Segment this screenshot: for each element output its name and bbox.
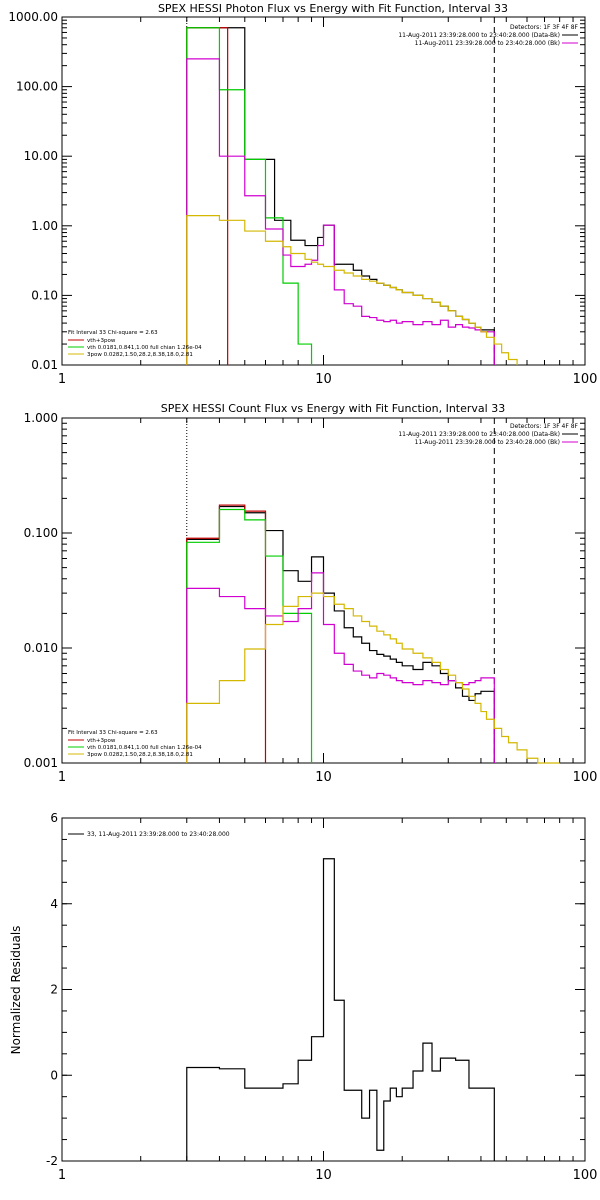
- legend-text: vth 0.0181,0.841,1.00 full chian 1.26e-0…: [87, 745, 202, 751]
- legend-bottom-left: Fit Interval 33 Chi-square = 2.63 vth+3p…: [68, 730, 202, 758]
- chart-title: SPEX HESSI Count Flux vs Energy with Fit…: [161, 402, 505, 415]
- series-line-yellow: [186, 592, 560, 764]
- x-tick-label: 10: [315, 770, 332, 785]
- legend-top-right: Detectors: 1F 3F 4F 8F 11-Aug-2011 23:39…: [398, 24, 578, 47]
- x-tick-label: 10: [315, 1168, 332, 1183]
- series-line-magenta: [186, 572, 495, 763]
- residuals-chart: 1 10 100 -2 0 2 4 6 Normalized Residuals 33, 11…: [9, 811, 597, 1183]
- legend-text: 3pow 0.0282,1.50,28.2,8.38,18.0,2.81: [87, 352, 193, 358]
- photon-flux-chart: SPEX HESSI Photon Flux vs Energy with Fi…: [8, 2, 597, 387]
- x-tick-label: 1: [58, 770, 66, 785]
- y-tick-label: 1.000: [24, 411, 58, 425]
- series-line-green: [186, 508, 313, 763]
- series-line-yellow: [186, 215, 518, 365]
- series-line-black: [186, 27, 495, 365]
- legend-text: 11-Aug-2011 23:39:28.000 to 23:40:28.000…: [398, 32, 560, 39]
- legend-top-right: Detectors: 1F 3F 4F 8F 11-Aug-2011 23:39…: [398, 423, 578, 446]
- legend-text: vth+3pow: [87, 338, 116, 344]
- series-line-black: [186, 505, 495, 763]
- series-line-red: [186, 27, 229, 365]
- y-tick-label: 6: [50, 811, 58, 825]
- legend-text: 11-Aug-2011 23:39:28.000 to 23:40:28.000…: [415, 439, 560, 446]
- y-tick-label: 100.00: [16, 80, 58, 94]
- y-tick-label: 2: [50, 983, 58, 997]
- y-tick-label: 4: [50, 897, 58, 911]
- legend-text: 3pow 0.0282,1.50,28.2,8.38,18.0,2.81: [87, 752, 193, 758]
- x-tick-label: 10: [315, 372, 332, 387]
- legend-text: vth 0.0181,0.841,1.00 full chian 1.26e-0…: [87, 345, 202, 351]
- x-tick-label: 100: [573, 770, 598, 785]
- series-line-magenta: [186, 58, 495, 365]
- y-tick-label: 0.10: [31, 288, 58, 302]
- series-line-black: [186, 858, 495, 1161]
- x-tick-label: 100: [573, 1168, 598, 1183]
- count-flux-chart: SPEX HESSI Count Flux vs Energy with Fit…: [24, 402, 598, 785]
- y-tick-label: 0: [50, 1068, 58, 1082]
- x-tick-label: 1: [58, 1168, 66, 1183]
- y-tick-label: 0.001: [24, 756, 58, 770]
- legend-text: vth+3pow: [87, 738, 116, 744]
- y-tick-label: -2: [46, 1154, 58, 1168]
- y-tick-label: 10.00: [24, 149, 58, 163]
- x-tick-label: 100: [573, 372, 598, 387]
- legend-text: Fit Interval 33 Chi-square = 2.63: [68, 330, 158, 336]
- legend-text: 11-Aug-2011 23:39:28.000 to 23:40:28.000…: [398, 431, 560, 438]
- y-axis-label: Normalized Residuals: [9, 926, 23, 1055]
- legend-text: Detectors: 1F 3F 4F 8F: [510, 423, 579, 430]
- legend-text: 33, 11-Aug-2011 23:39:28.000 to 23:40:28…: [87, 831, 230, 838]
- y-tick-label: 0.010: [24, 641, 58, 655]
- x-tick-label: 1: [58, 372, 66, 387]
- series-line-green: [186, 27, 313, 365]
- legend: 33, 11-Aug-2011 23:39:28.000 to 23:40:28…: [68, 831, 230, 838]
- legend-bottom-left: Fit Interval 33 Chi-square = 2.63 vth+3p…: [68, 330, 202, 358]
- series-line-red: [186, 504, 267, 763]
- y-tick-label: 1000.00: [8, 10, 58, 24]
- plot-frame: [61, 16, 586, 366]
- chart-title: SPEX HESSI Photon Flux vs Energy with Fi…: [158, 2, 508, 15]
- y-tick-label: 0.01: [31, 358, 58, 372]
- legend-text: 11-Aug-2011 23:39:28.000 to 23:40:28.000…: [415, 40, 560, 47]
- legend-text: Detectors: 1F 3F 4F 8F: [510, 24, 579, 31]
- y-tick-label: 1.00: [31, 219, 58, 233]
- y-tick-label: 0.100: [24, 526, 58, 540]
- legend-text: Fit Interval 33 Chi-square = 2.63: [68, 730, 158, 736]
